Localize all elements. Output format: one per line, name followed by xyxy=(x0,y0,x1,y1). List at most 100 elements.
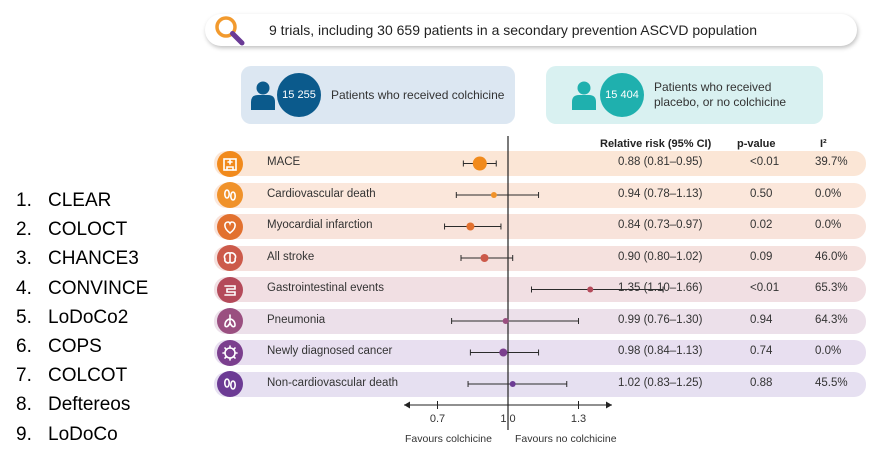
trial-list: 1. CLEAR 2. COLOCT 3. CHANCE3 4. CONVINCE 5. LoDo… xyxy=(16,186,148,449)
i2-value: 0.0% xyxy=(815,187,842,200)
relative-risk-value: 0.84 (0.73–0.97) xyxy=(618,219,703,231)
trial-number: 2. xyxy=(16,219,32,241)
placebo-count: 15 404 xyxy=(600,73,644,117)
trial-number: 7. xyxy=(16,365,32,387)
trial-name: LoDoCo2 xyxy=(48,306,129,328)
colchicine-label: Patients who received colchicine xyxy=(331,87,505,102)
colchicine-count: 15 255 xyxy=(277,73,321,117)
favours-colchicine-label: Favours colchicine xyxy=(405,433,492,445)
point-estimate xyxy=(587,286,594,293)
col-relative-risk: Relative risk (95% CI) xyxy=(600,138,712,150)
trial-item: 7. COLCOT xyxy=(16,361,148,390)
trial-number: 8. xyxy=(16,394,32,416)
point-estimate xyxy=(490,192,497,198)
favours-no-colchicine-label: Favours no colchicine xyxy=(515,433,617,445)
outcome-label: Myocardial infarction xyxy=(267,219,373,231)
trial-item: 8. Deftereos xyxy=(16,390,148,419)
trial-item: 1. CLEAR xyxy=(16,186,148,215)
brain-icon xyxy=(217,245,243,271)
i2-value: 45.5% xyxy=(815,376,848,389)
outcome-label: All stroke xyxy=(267,250,315,263)
relative-risk-value: 0.99 (0.76–1.30) xyxy=(618,313,703,326)
placebo-label-line1: Patients who received xyxy=(654,80,772,94)
i2-value: 39.7% xyxy=(815,156,848,168)
point-estimate xyxy=(466,222,475,231)
col-p-value: p-value xyxy=(737,138,776,150)
outcome-label: Cardiovascular death xyxy=(267,187,376,200)
trial-name: COLOCT xyxy=(48,219,128,241)
i2-value: 65.3% xyxy=(815,282,848,294)
building-icon xyxy=(217,150,243,177)
lungs-icon xyxy=(217,308,243,334)
outcome-label: Gastrointestinal events xyxy=(267,282,384,294)
p-value: 0.74 xyxy=(750,345,773,357)
summary-banner: 9 trials, including 30 659 patients in a… xyxy=(205,14,857,46)
trial-item: 5. LoDoCo2 xyxy=(16,303,148,332)
trial-number: 4. xyxy=(16,277,32,299)
relative-risk-value: 0.94 (0.78–1.13) xyxy=(618,187,703,200)
relative-risk-value: 1.35 (1.10–1.66) xyxy=(618,282,703,294)
point-estimate xyxy=(472,156,487,171)
axis-arrow-left xyxy=(404,401,410,409)
p-value: 0.94 xyxy=(750,313,773,326)
trial-name: COLCOT xyxy=(48,365,128,387)
banner-text: 9 trials, including 30 659 patients in a… xyxy=(269,22,757,38)
point-estimate xyxy=(480,254,489,262)
x-tick-label: 1.3 xyxy=(571,413,586,425)
trial-item: 3. CHANCE3 xyxy=(16,244,148,273)
trial-number: 3. xyxy=(16,248,32,270)
footprints-icon xyxy=(217,371,243,397)
trial-item: 9. LoDoCo xyxy=(16,420,148,449)
trial-name: CONVINCE xyxy=(48,277,149,299)
trial-name: LoDoCo xyxy=(48,423,118,445)
trial-number: 9. xyxy=(16,423,32,445)
trial-item: 6. COPS xyxy=(16,332,148,361)
point-estimate xyxy=(502,318,509,324)
i2-value: 64.3% xyxy=(815,313,848,326)
forest-row xyxy=(214,214,866,239)
axis-arrow-right xyxy=(606,401,612,409)
trial-number: 1. xyxy=(16,190,32,211)
relative-risk-value: 0.98 (0.84–1.13) xyxy=(618,345,703,357)
outcome-label: MACE xyxy=(267,156,301,168)
outcome-label: Non-cardiovascular death xyxy=(267,376,399,389)
forest-row xyxy=(214,151,866,176)
p-value: 0.88 xyxy=(750,376,773,389)
i2-value: 46.0% xyxy=(815,250,848,263)
trial-number: 5. xyxy=(16,306,32,328)
search-icon xyxy=(215,16,245,46)
cell-icon xyxy=(217,339,243,366)
i2-value: 0.0% xyxy=(815,219,842,231)
outcome-label: Pneumonia xyxy=(267,313,326,326)
trial-item: 4. CONVINCE xyxy=(16,274,148,303)
person-icon xyxy=(251,81,275,110)
placebo-group: 15 404 Patients who received placebo, or… xyxy=(546,66,823,124)
p-value: <0.01 xyxy=(750,156,780,168)
p-value: 0.09 xyxy=(750,250,773,263)
p-value: 0.50 xyxy=(750,187,773,200)
x-tick-label: 0.7 xyxy=(430,413,445,425)
intestine-icon xyxy=(217,276,243,303)
trial-name: COPS xyxy=(48,336,102,358)
trial-name: Deftereos xyxy=(48,394,131,416)
p-value: 0.02 xyxy=(750,219,773,231)
footprints-icon xyxy=(217,182,243,208)
placebo-label-line2: placebo, or no colchicine xyxy=(654,95,787,109)
trial-item: 2. COLOCT xyxy=(16,215,148,244)
relative-risk-value: 0.90 (0.80–1.02) xyxy=(618,250,703,263)
relative-risk-value: 0.88 (0.81–0.95) xyxy=(618,156,703,168)
trial-name: CLEAR xyxy=(48,190,112,211)
point-estimate xyxy=(499,348,508,357)
forest-row xyxy=(214,340,866,365)
placebo-label: Patients who received placebo, or no col… xyxy=(654,80,786,110)
x-tick-label: 1.0 xyxy=(500,413,515,425)
forest-row xyxy=(214,182,866,208)
point-estimate xyxy=(509,381,516,387)
person-icon xyxy=(572,81,596,110)
i2-value: 0.0% xyxy=(815,345,842,357)
relative-risk-value: 1.02 (0.83–1.25) xyxy=(618,376,703,389)
trial-name: CHANCE3 xyxy=(48,248,139,270)
p-value: <0.01 xyxy=(750,282,780,294)
outcome-label: Newly diagnosed cancer xyxy=(267,345,393,357)
